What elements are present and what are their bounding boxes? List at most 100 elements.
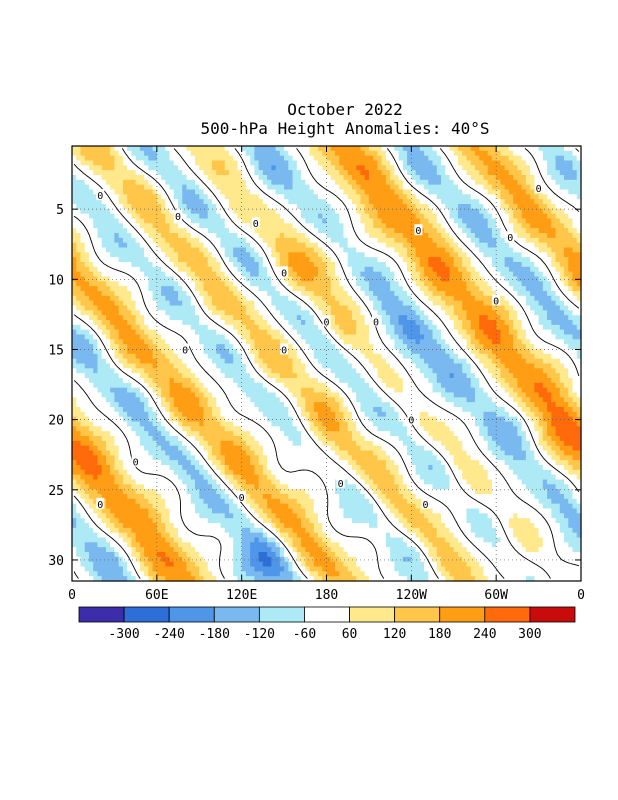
anomaly-cell bbox=[156, 300, 162, 307]
anomaly-cell bbox=[377, 175, 383, 181]
anomaly-cell bbox=[182, 175, 188, 181]
anomaly-cell bbox=[301, 199, 306, 205]
anomaly-cell bbox=[547, 266, 552, 273]
anomaly-cell bbox=[288, 281, 294, 287]
anomaly-cell bbox=[80, 305, 86, 311]
anomaly-cell bbox=[233, 310, 239, 316]
anomaly-cell bbox=[394, 324, 400, 331]
anomaly-cell bbox=[216, 150, 222, 157]
anomaly-cell bbox=[381, 208, 387, 215]
anomaly-cell bbox=[339, 175, 345, 181]
anomaly-cell bbox=[195, 237, 200, 244]
anomaly-cell bbox=[449, 300, 455, 307]
anomaly-cell bbox=[241, 228, 247, 234]
anomaly-cell bbox=[508, 329, 514, 336]
anomaly-cell bbox=[105, 223, 111, 229]
anomaly-cell bbox=[411, 213, 417, 220]
anomaly-cell bbox=[530, 204, 535, 210]
anomaly-cell bbox=[462, 252, 468, 258]
anomaly-cell bbox=[360, 150, 366, 157]
anomaly-cell bbox=[271, 320, 277, 326]
anomaly-cell bbox=[301, 233, 306, 239]
anomaly-cell bbox=[474, 208, 480, 215]
anomaly-cell bbox=[207, 189, 213, 195]
anomaly-cell bbox=[564, 208, 569, 215]
anomaly-cell bbox=[139, 199, 145, 205]
anomaly-cell bbox=[441, 194, 446, 200]
anomaly-cell bbox=[97, 175, 103, 181]
anomaly-cell bbox=[398, 184, 404, 191]
anomaly-cell bbox=[152, 339, 158, 345]
anomaly-cell bbox=[555, 150, 561, 157]
anomaly-cell bbox=[105, 300, 111, 307]
anomaly-cell bbox=[296, 320, 302, 326]
anomaly-cell bbox=[258, 286, 264, 292]
anomaly-cell bbox=[195, 184, 200, 191]
anomaly-cell bbox=[470, 233, 476, 239]
anomaly-cell bbox=[436, 286, 442, 292]
anomaly-cell bbox=[572, 305, 578, 311]
anomaly-cell bbox=[135, 218, 141, 224]
anomaly-cell bbox=[457, 160, 463, 166]
anomaly-cell bbox=[105, 286, 111, 292]
anomaly-cell bbox=[237, 150, 243, 157]
anomaly-cell bbox=[173, 223, 179, 229]
anomaly-cell bbox=[419, 252, 425, 258]
anomaly-cell bbox=[551, 266, 557, 273]
anomaly-cell bbox=[326, 228, 332, 234]
anomaly-cell bbox=[173, 300, 179, 307]
anomaly-cell bbox=[356, 300, 362, 307]
anomaly-cell bbox=[390, 165, 395, 171]
anomaly-cell bbox=[457, 228, 463, 234]
anomaly-cell bbox=[551, 146, 557, 152]
anomaly-cell bbox=[407, 155, 412, 162]
anomaly-cell bbox=[101, 300, 107, 307]
anomaly-cell bbox=[334, 310, 340, 316]
anomaly-cell bbox=[508, 184, 514, 191]
anomaly-cell bbox=[178, 252, 183, 258]
anomaly-cell bbox=[203, 242, 209, 249]
anomaly-cell bbox=[178, 170, 183, 176]
anomaly-cell bbox=[105, 271, 111, 278]
anomaly-cell bbox=[199, 247, 205, 253]
anomaly-cell bbox=[394, 204, 400, 210]
anomaly-cell bbox=[551, 300, 557, 307]
anomaly-cell bbox=[534, 165, 540, 171]
anomaly-cell bbox=[517, 237, 523, 244]
anomaly-cell bbox=[496, 276, 502, 282]
anomaly-cell bbox=[228, 305, 234, 311]
anomaly-cell bbox=[97, 339, 103, 345]
anomaly-cell bbox=[339, 242, 345, 249]
anomaly-cell bbox=[564, 295, 569, 302]
anomaly-cell bbox=[135, 295, 141, 302]
anomaly-cell bbox=[330, 295, 336, 302]
anomaly-cell bbox=[105, 218, 111, 224]
anomaly-cell bbox=[292, 281, 298, 287]
anomaly-cell bbox=[228, 281, 234, 287]
anomaly-cell bbox=[326, 281, 332, 287]
anomaly-cell bbox=[445, 213, 451, 220]
anomaly-cell bbox=[199, 252, 205, 258]
anomaly-cell bbox=[118, 150, 124, 157]
anomaly-cell bbox=[144, 184, 149, 191]
anomaly-cell bbox=[275, 223, 281, 229]
anomaly-cell bbox=[334, 257, 340, 263]
anomaly-cell bbox=[101, 320, 107, 326]
anomaly-cell bbox=[122, 218, 128, 224]
anomaly-cell bbox=[568, 233, 574, 239]
anomaly-cell bbox=[152, 281, 158, 287]
anomaly-cell bbox=[178, 291, 183, 297]
anomaly-cell bbox=[216, 184, 222, 191]
anomaly-cell bbox=[517, 266, 523, 273]
anomaly-cell bbox=[72, 189, 77, 195]
anomaly-cell bbox=[88, 300, 94, 307]
anomaly-cell bbox=[288, 165, 294, 171]
anomaly-cell bbox=[572, 247, 578, 253]
anomaly-cell bbox=[530, 305, 535, 311]
anomaly-cell bbox=[262, 184, 268, 191]
anomaly-cell bbox=[254, 208, 260, 215]
anomaly-cell bbox=[411, 146, 417, 152]
anomaly-cell bbox=[322, 252, 328, 258]
anomaly-cell bbox=[462, 320, 468, 326]
anomaly-cell bbox=[144, 223, 149, 229]
